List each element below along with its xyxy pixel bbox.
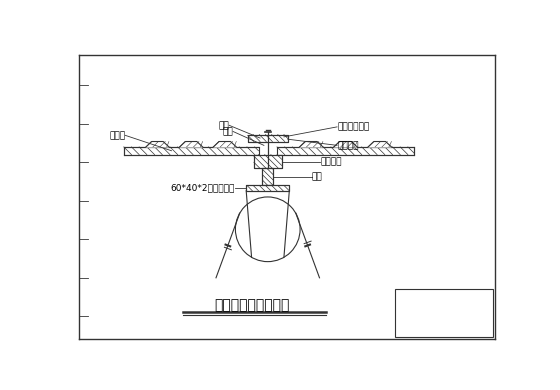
Text: 密封硅胶: 密封硅胶: [337, 141, 358, 150]
Polygon shape: [300, 142, 323, 147]
Text: 内衬钢板: 内衬钢板: [320, 157, 342, 166]
Bar: [254, 154, 282, 168]
Text: 彩钢板顺坡连接节点: 彩钢板顺坡连接节点: [214, 298, 290, 312]
Polygon shape: [334, 142, 357, 147]
Bar: [124, 147, 259, 154]
Text: 钢板: 钢板: [218, 121, 229, 130]
Bar: [248, 135, 288, 142]
Bar: [248, 135, 288, 142]
Bar: [262, 168, 273, 185]
Polygon shape: [213, 142, 236, 147]
Text: 自攻自钻螺钉: 自攻自钻螺钉: [337, 122, 369, 131]
Text: 铆钉: 铆钉: [222, 127, 233, 136]
Polygon shape: [180, 142, 203, 147]
Text: 制制: 制制: [440, 290, 449, 299]
Text: 校对: 校对: [409, 313, 419, 323]
Polygon shape: [146, 142, 169, 147]
Bar: [277, 147, 414, 154]
Text: 60*40*2矩形檩条管: 60*40*2矩形檩条管: [170, 184, 235, 193]
Bar: [246, 185, 290, 191]
Polygon shape: [368, 142, 391, 147]
Text: 审核: 审核: [409, 325, 419, 334]
Text: 设计: 设计: [409, 302, 419, 311]
Bar: [246, 185, 290, 191]
Text: 支托: 支托: [311, 172, 323, 181]
Text: 彩钢板: 彩钢板: [109, 131, 125, 140]
Bar: [262, 168, 273, 185]
Bar: [395, 289, 493, 337]
Bar: [254, 154, 282, 168]
